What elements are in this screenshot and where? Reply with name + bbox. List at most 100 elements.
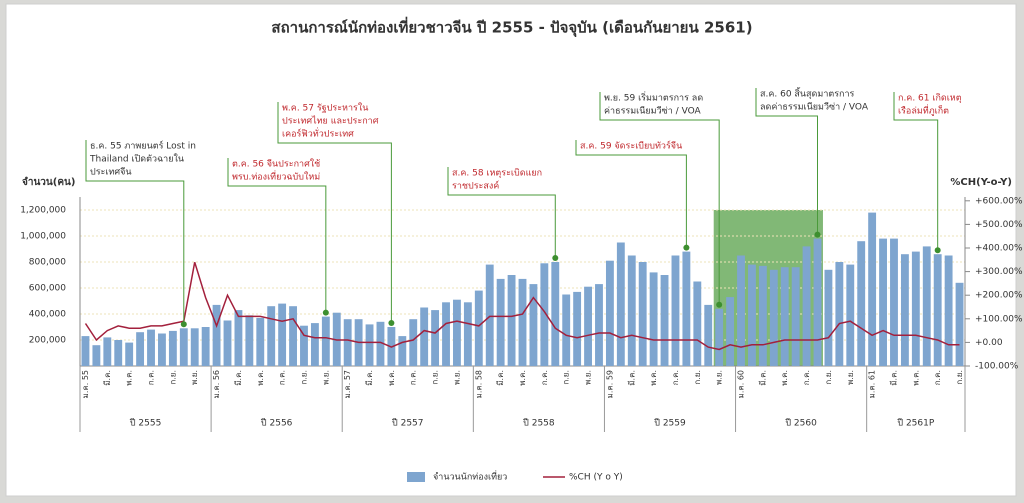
- bar: [507, 275, 516, 366]
- annotation-text: เรือล่มที่ภูเก็ต: [898, 104, 949, 117]
- bar: [453, 299, 461, 366]
- annotation-connector: [447, 167, 556, 258]
- bar: [791, 267, 800, 366]
- x-tick-label: ก.ค.: [409, 370, 418, 385]
- x-tick-label: ม.ค. 61: [868, 370, 877, 398]
- x-tick-label: มี.ค.: [365, 370, 374, 386]
- bar: [496, 278, 505, 366]
- bar: [92, 345, 101, 366]
- x-tick-label: ม.ค. 55: [81, 370, 90, 398]
- x-tick-label: มี.ค.: [627, 370, 636, 386]
- annotation-text: ส.ค. 58 เหตุระเบิดแยก: [452, 168, 542, 179]
- bar: [376, 321, 385, 366]
- x-tick-label: ม.ค. 57: [343, 370, 352, 398]
- bar: [114, 340, 123, 366]
- bar: [726, 297, 735, 366]
- annotation-dot: [552, 255, 559, 261]
- y-tick-label: 800,000: [29, 258, 66, 268]
- annotation-dot: [322, 309, 329, 316]
- annotation-connector: [599, 92, 720, 305]
- x-tick-label: พ.ค.: [387, 370, 396, 386]
- bar: [234, 310, 243, 366]
- year-label: ปี 2561P: [897, 418, 935, 429]
- x-tick-label: พ.ย.: [584, 370, 593, 385]
- y-axis-label: จำนวน(คน): [22, 176, 75, 188]
- bar: [365, 324, 374, 366]
- bar: [343, 319, 352, 366]
- x-tick-label: พ.ย.: [715, 370, 724, 385]
- y2-tick-label: -100.00%: [975, 362, 1019, 372]
- bar: [81, 336, 90, 366]
- bar: [890, 238, 898, 366]
- bar: [321, 316, 330, 366]
- x-tick-label: ม.ค. 60: [737, 370, 746, 398]
- bar: [900, 254, 909, 366]
- bar: [103, 337, 112, 366]
- x-tick-label: พ.ย.: [846, 370, 855, 385]
- x-tick-label: ก.ค.: [540, 370, 549, 385]
- bar: [627, 255, 636, 366]
- x-tick-label: พ.ค.: [911, 370, 920, 386]
- x-tick-label: พ.ย.: [452, 370, 461, 385]
- bar: [758, 265, 767, 366]
- y-tick-label: 400,000: [29, 310, 66, 320]
- x-tick-label: ม.ค. 59: [605, 370, 614, 398]
- bar: [857, 241, 866, 366]
- bar: [300, 325, 308, 366]
- annotation-dot: [180, 321, 187, 328]
- bar: [660, 275, 669, 366]
- bar: [540, 263, 549, 366]
- annotation-connector: [277, 102, 392, 323]
- x-tick-label: ก.ย.: [693, 370, 702, 385]
- bar: [147, 329, 155, 366]
- x-tick-label: พ.ค.: [256, 370, 265, 386]
- y-tick-label: 600,000: [29, 284, 66, 294]
- annotation-text: พรบ.ท่องเที่ยวฉบับใหม่: [232, 170, 320, 183]
- x-tick-label: พ.ค.: [649, 370, 658, 386]
- annotation-dot: [388, 320, 395, 326]
- annotation-text: เคอร์ฟิวทั่วประเทศ: [282, 127, 354, 140]
- bar: [212, 304, 221, 366]
- y2-tick-label: +600.00%: [975, 196, 1023, 206]
- legend-label: %CH (Y o Y): [569, 473, 623, 483]
- x-tick-label: ก.ค.: [671, 370, 680, 385]
- bar: [605, 260, 614, 366]
- x-tick-label: ก.ค.: [802, 370, 811, 385]
- bar: [409, 319, 418, 366]
- bar: [704, 304, 713, 366]
- x-tick-label: มี.ค.: [889, 370, 898, 386]
- bar: [671, 255, 680, 366]
- bar: [158, 333, 166, 366]
- annotation-text: ประเทศไทย และประกาศ: [282, 116, 379, 127]
- year-label: ปี 2556: [261, 418, 293, 429]
- annotation-text: พ.ย. 59 เริ่มมาตรการ ลด: [604, 91, 703, 104]
- annotation-connector: [575, 140, 687, 248]
- bar: [474, 290, 483, 366]
- bar: [944, 255, 953, 366]
- bar: [190, 328, 199, 366]
- bar: [911, 251, 920, 366]
- x-tick-label: ม.ค. 56: [212, 370, 221, 398]
- bar: [518, 278, 527, 366]
- x-tick-label: มี.ค.: [496, 370, 505, 386]
- y2-tick-label: +0.00: [975, 338, 1003, 348]
- x-tick-label: ก.ย.: [955, 370, 964, 385]
- annotation-connector: [85, 140, 185, 325]
- x-tick-label: ก.ค.: [147, 370, 156, 385]
- bar: [289, 306, 297, 366]
- x-tick-label: ก.ค.: [933, 370, 942, 385]
- annotation-text: ค่าธรรมเนียมวีซ่า / VOA: [604, 106, 701, 117]
- bar: [136, 332, 145, 366]
- bar: [737, 255, 745, 366]
- bar: [529, 284, 538, 366]
- y2-tick-label: +200.00%: [975, 291, 1023, 301]
- bar: [125, 342, 134, 366]
- x-tick-label: มี.ค.: [103, 370, 112, 386]
- bar: [310, 323, 319, 366]
- annotation-text: ต.ค. 56 จีนประกาศใช้: [232, 159, 320, 170]
- x-tick-label: ก.ย.: [824, 370, 833, 385]
- annotation-dot: [683, 244, 690, 251]
- bar: [769, 269, 778, 366]
- bar: [463, 302, 472, 366]
